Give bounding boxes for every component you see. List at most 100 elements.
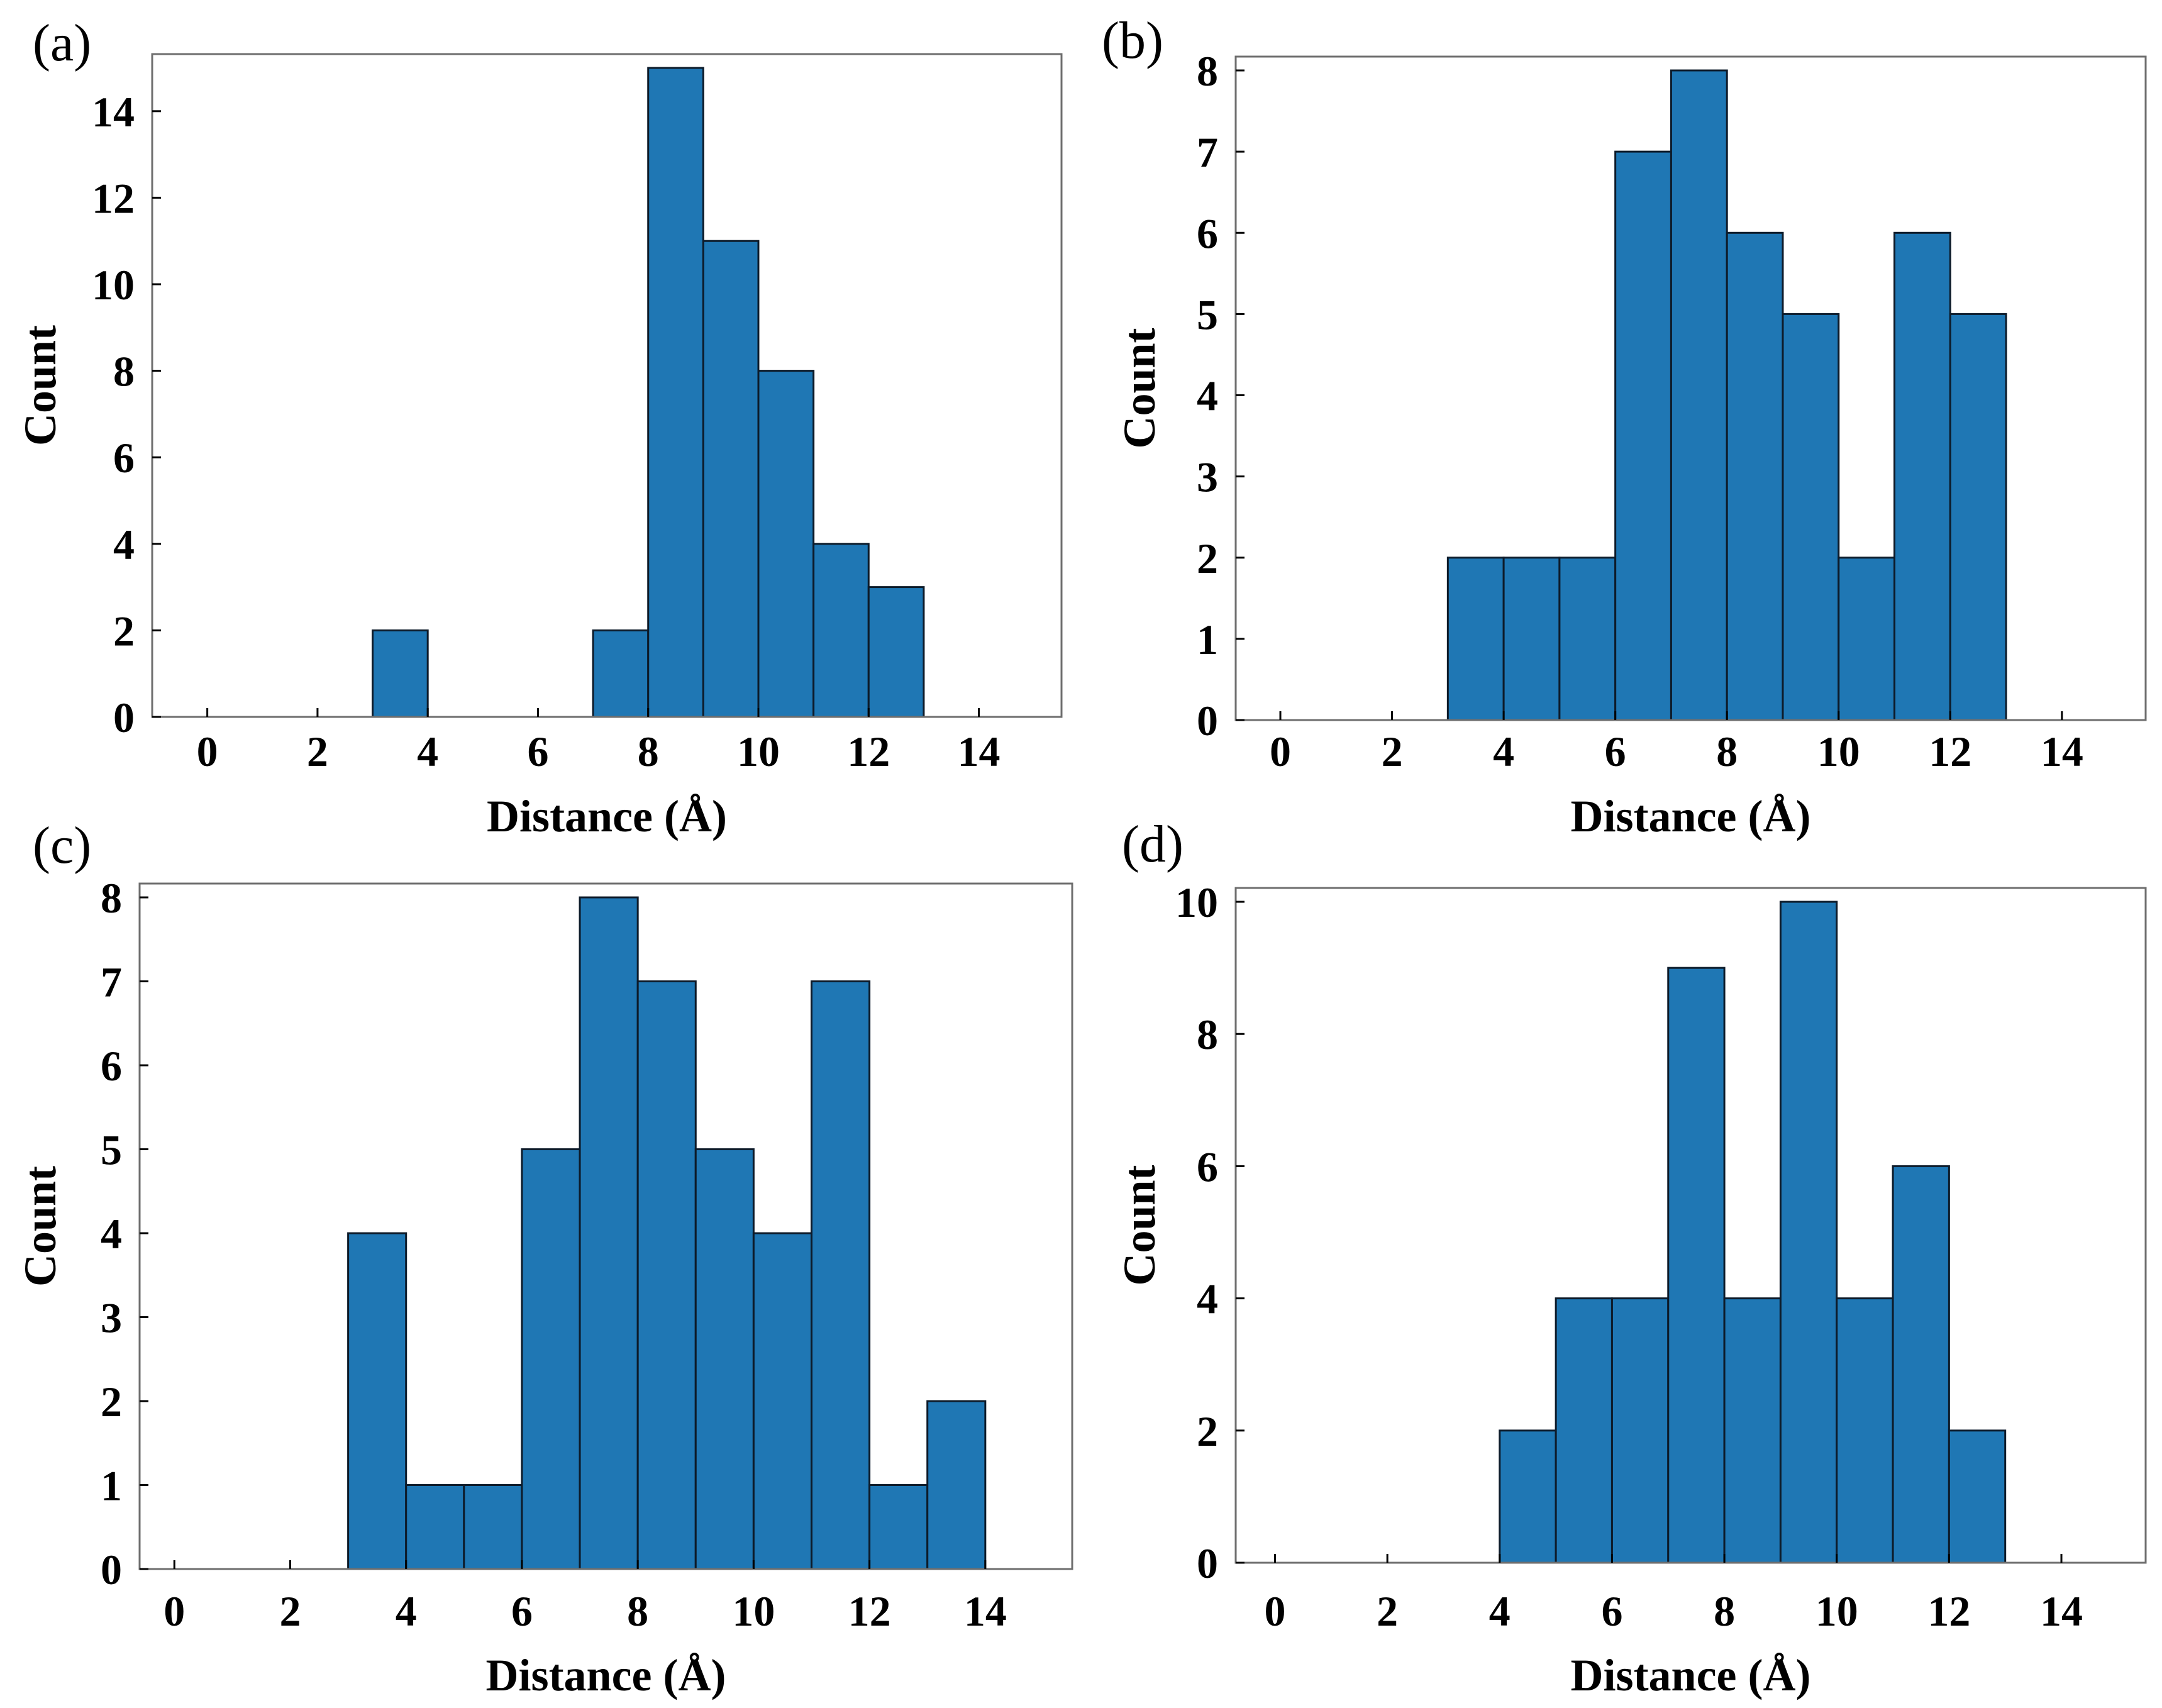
histogram-bar (1499, 1429, 1557, 1564)
y-tick-label: 6 (113, 434, 135, 482)
histogram-bar (1558, 557, 1617, 721)
x-tick-label: 2 (1377, 1587, 1398, 1635)
plot-frame (1234, 55, 2147, 721)
histogram-bar (694, 1148, 755, 1570)
x-tick-label: 6 (511, 1587, 533, 1635)
panel-label: (b) (1102, 11, 1163, 70)
x-tick-label: 2 (307, 728, 328, 775)
histogram-bar (1502, 557, 1561, 721)
y-axis-title: Count (1114, 1165, 1165, 1285)
histogram-bar (521, 1148, 581, 1570)
x-axis-title: Distance (Å) (1571, 1650, 1811, 1700)
x-tick-label: 12 (847, 728, 890, 775)
y-tick-label: 0 (1197, 697, 1218, 745)
x-tick-label: 10 (1817, 728, 1860, 775)
histogram-bar (1446, 557, 1505, 721)
y-axis-title: Count (1114, 328, 1165, 448)
panel-label: (c) (33, 816, 91, 875)
histogram-bar (810, 980, 871, 1570)
histogram-bar (1610, 1297, 1670, 1564)
x-tick-label: 2 (1382, 728, 1403, 775)
x-axis-title: Distance (Å) (487, 791, 727, 841)
x-tick-label: 0 (1270, 728, 1291, 775)
x-tick-label: 6 (1601, 1587, 1622, 1635)
histogram-bar (1892, 1165, 1950, 1564)
histogram-bar (347, 1232, 407, 1570)
histogram-bar (752, 1232, 812, 1570)
y-tick-label: 8 (113, 348, 135, 396)
x-tick-label: 14 (964, 1587, 1007, 1635)
histogram-bar (579, 896, 639, 1570)
x-tick-label: 4 (1493, 728, 1514, 775)
histogram-bar (647, 67, 704, 718)
histogram-bar (867, 586, 925, 718)
histogram-bar (1667, 967, 1726, 1564)
y-tick-label: 4 (1197, 372, 1218, 420)
y-tick-label: 4 (113, 521, 135, 568)
x-tick-label: 6 (527, 728, 548, 775)
y-tick-label: 8 (1197, 1011, 1218, 1058)
histogram-bar (1555, 1297, 1613, 1564)
x-tick-label: 8 (627, 1587, 648, 1635)
y-tick-label: 0 (113, 694, 135, 741)
histogram-bar (1723, 1297, 1782, 1564)
histogram-bar (1893, 231, 1951, 721)
y-tick-label: 12 (92, 174, 135, 222)
x-tick-label: 10 (737, 728, 780, 775)
histogram-bar (1726, 231, 1784, 721)
panel-label: (d) (1122, 815, 1184, 873)
x-tick-label: 0 (197, 728, 218, 775)
x-tick-label: 8 (1714, 1587, 1735, 1635)
y-tick-label: 7 (1197, 128, 1218, 176)
histogram-panel-d: 0 2 4 6 8 10 12 14 0 2 4 6 8 10 (d) Distance (Å) Count (1114, 815, 2147, 1700)
y-tick-label: 14 (92, 88, 135, 136)
x-tick-label: 4 (1489, 1587, 1511, 1635)
x-tick-label: 10 (1816, 1587, 1858, 1635)
histogram-bar (1836, 1297, 1894, 1564)
x-tick-label: 8 (1716, 728, 1738, 775)
histogram-bar (1838, 557, 1896, 721)
y-tick-label: 7 (101, 958, 122, 1006)
y-tick-label: 3 (101, 1294, 122, 1342)
histogram-bar (1779, 901, 1838, 1564)
histogram-bar (1670, 69, 1728, 721)
histogram-bar (1948, 1429, 2007, 1564)
y-tick-label: 10 (1175, 879, 1218, 926)
y-tick-label: 3 (1197, 453, 1218, 501)
panel-label: (a) (33, 14, 91, 72)
x-tick-label: 0 (164, 1587, 185, 1635)
y-tick-label: 10 (92, 261, 135, 309)
histogram-bar (702, 240, 760, 718)
x-tick-label: 4 (396, 1587, 417, 1635)
histogram-bar (1782, 313, 1840, 721)
x-tick-label: 2 (279, 1587, 301, 1635)
plot-frame (138, 882, 1073, 1570)
x-axis-title: Distance (Å) (486, 1650, 726, 1700)
x-tick-label: 6 (1605, 728, 1626, 775)
histogram-bar (372, 629, 429, 718)
x-tick-label: 12 (848, 1587, 891, 1635)
y-tick-label: 0 (1197, 1539, 1218, 1587)
histogram-bar (405, 1484, 465, 1570)
y-tick-label: 6 (1197, 1143, 1218, 1190)
histogram-bar (868, 1484, 929, 1570)
histogram-bar (1614, 150, 1672, 721)
x-tick-label: 10 (732, 1587, 775, 1635)
histogram-bar (812, 543, 870, 718)
y-tick-label: 4 (1197, 1275, 1218, 1323)
plot-frame (1234, 887, 2147, 1564)
histogram-bar (592, 629, 650, 718)
histogram-bar (636, 980, 697, 1570)
y-tick-label: 1 (1197, 616, 1218, 663)
y-axis-title: Count (15, 1166, 65, 1287)
plot-frame (151, 53, 1063, 718)
y-tick-label: 1 (101, 1462, 122, 1510)
x-tick-label: 14 (958, 728, 1001, 775)
y-tick-label: 4 (101, 1210, 122, 1258)
y-tick-label: 6 (1197, 209, 1218, 257)
y-tick-label: 5 (1197, 291, 1218, 338)
